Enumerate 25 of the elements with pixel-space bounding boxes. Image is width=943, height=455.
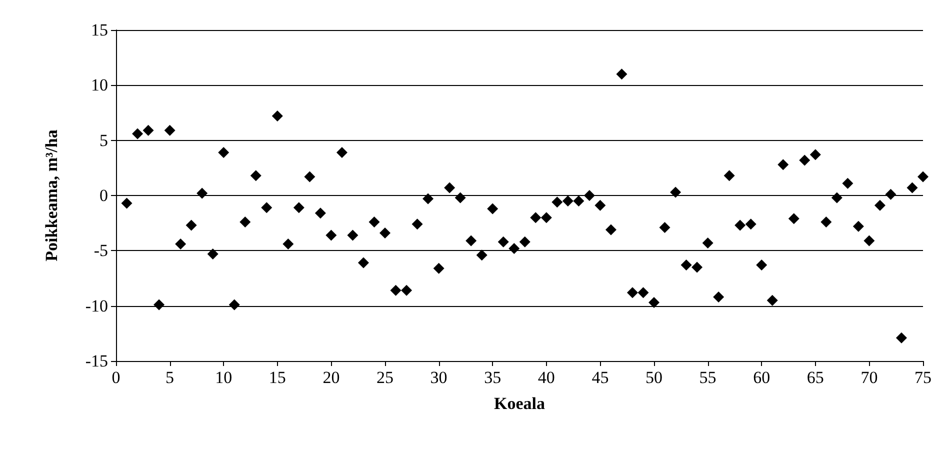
x-tick-label: 10 — [215, 368, 232, 387]
x-tick-label: 25 — [376, 368, 394, 387]
x-tick-label: 20 — [322, 368, 340, 387]
x-tick-label: 15 — [268, 368, 286, 387]
x-tick-label: 50 — [646, 368, 662, 387]
y-axis-title: Poikkeama, m³/ha — [42, 129, 61, 262]
x-tick-label: 55 — [699, 368, 716, 387]
y-tick-label: -15 — [85, 352, 108, 370]
x-tick-label: 35 — [484, 368, 502, 387]
x-axis-title: Koeala — [494, 394, 546, 413]
x-tick-label: 30 — [430, 368, 448, 387]
x-tick-label: 65 — [806, 368, 824, 387]
y-tick-label: 10 — [91, 76, 108, 95]
y-tick-label: 0 — [100, 186, 108, 205]
x-tick-label: 0 — [112, 368, 120, 387]
x-tick-label: 45 — [592, 368, 609, 387]
x-tick-label: 5 — [166, 368, 174, 387]
y-tick-label: -5 — [94, 241, 108, 260]
x-tick-label: 70 — [860, 368, 878, 387]
x-tick-label: 60 — [753, 368, 770, 387]
y-tick-label: 5 — [100, 130, 108, 150]
x-tick-label: 40 — [538, 368, 555, 387]
y-tick-label: 15 — [91, 20, 108, 40]
x-tick-label: 75 — [914, 368, 932, 387]
y-tick-label: -10 — [85, 296, 108, 316]
